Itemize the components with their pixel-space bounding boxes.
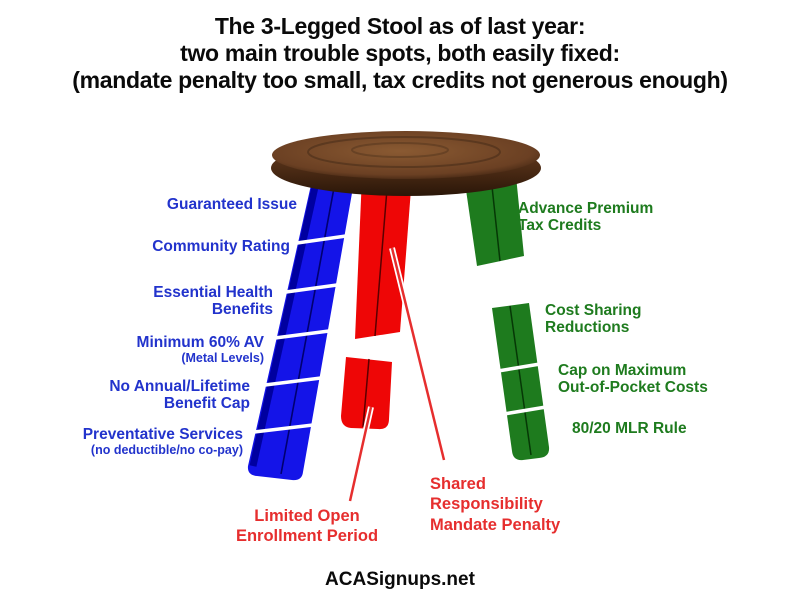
- callout-line-limited-enrollment: [347, 406, 374, 502]
- label-text: Limited Open Enrollment Period: [235, 507, 379, 546]
- stool-seat-grain-ring-inner: [351, 142, 449, 158]
- label-text: Preventative Services: [82, 426, 243, 443]
- label-text: 80/20 MLR Rule: [572, 420, 687, 437]
- label-no-annual-lifetime-cap: No Annual/Lifetime Benefit Cap: [109, 378, 250, 413]
- blue-leg-shadow-edge: [249, 177, 321, 467]
- red-leg: [341, 176, 412, 430]
- stool-seat-top: [272, 131, 540, 179]
- label-essential-health-benefits: Essential Health Benefits: [153, 284, 273, 319]
- red-leg-lower-seam: [362, 358, 370, 428]
- label-text: Minimum 60% AV: [136, 334, 264, 351]
- label-subtext: (Metal Levels): [181, 351, 264, 366]
- blue-leg-shape: [247, 176, 355, 481]
- label-text: Cap on Maximum Out-of-Pocket Costs: [558, 362, 708, 397]
- label-minimum-av: Minimum 60% AV (Metal Levels): [137, 334, 264, 366]
- label-text: No Annual/Lifetime Benefit Cap: [109, 378, 250, 413]
- label-limited-open-enrollment: Limited Open Enrollment Period: [226, 506, 388, 547]
- red-leg-upper-shape: [355, 176, 412, 339]
- label-guaranteed-issue: Guaranteed Issue: [167, 196, 297, 213]
- label-mlr-rule: 80/20 MLR Rule: [572, 420, 687, 437]
- label-text: Community Rating: [152, 238, 290, 255]
- stool-seat: [271, 131, 541, 196]
- label-text: Advance Premium Tax Credits: [518, 200, 654, 235]
- stool-seat-grain-ring: [307, 136, 501, 168]
- green-leg: [464, 176, 550, 461]
- callout-line-shared-responsibility: [389, 247, 447, 461]
- blue-leg: [247, 176, 355, 481]
- label-text: Cost Sharing Reductions: [545, 302, 642, 337]
- label-cost-sharing-reductions: Cost Sharing Reductions: [545, 302, 641, 337]
- label-advance-premium-tax-credits: Advance Premium Tax Credits: [518, 200, 653, 235]
- blue-leg-seam: [280, 176, 337, 475]
- label-subtext: (no deductible/no co-pay): [90, 443, 243, 458]
- label-community-rating: Community Rating: [152, 238, 290, 255]
- label-cap-out-of-pocket: Cap on Maximum Out-of-Pocket Costs: [558, 362, 708, 397]
- green-leg-segment-dividers: [497, 362, 547, 416]
- red-leg-upper-seam: [374, 176, 389, 337]
- label-shared-responsibility-penalty: Shared Responsibility Mandate Penalty: [430, 474, 560, 535]
- label-text: Shared Responsibility Mandate Penalty: [430, 475, 561, 534]
- label-preventative-services: Preventative Services (no deductible/no …: [83, 426, 243, 458]
- page-title: The 3-Legged Stool as of last year: two …: [0, 13, 800, 94]
- green-leg-upper-seam: [490, 176, 501, 262]
- title-line-2: two main trouble spots, both easily fixe…: [180, 40, 620, 66]
- green-leg-upper-shape: [464, 176, 524, 266]
- title-line-3: (mandate penalty too small, tax credits …: [72, 67, 728, 93]
- green-leg-lower-seam: [509, 305, 532, 456]
- label-text: Guaranteed Issue: [166, 196, 297, 213]
- title-line-1: The 3-Legged Stool as of last year:: [214, 13, 586, 39]
- site-credit: ACASignups.net: [325, 569, 475, 590]
- label-text: Essential Health Benefits: [153, 284, 273, 319]
- blue-leg-segment-dividers: [253, 234, 347, 434]
